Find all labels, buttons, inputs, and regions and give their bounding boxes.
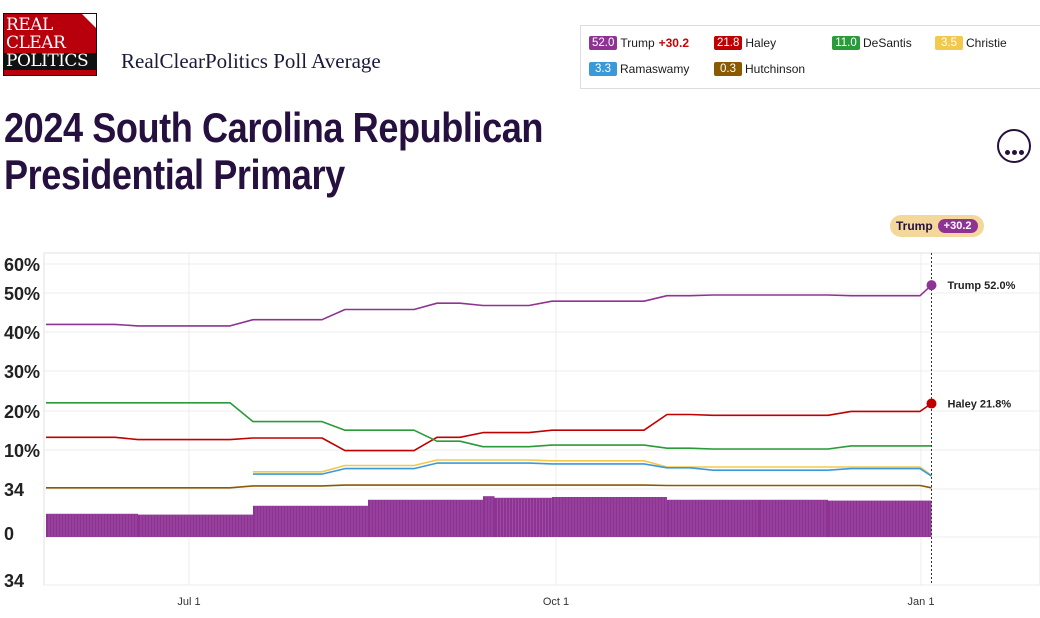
series-line-trump bbox=[46, 284, 933, 327]
legend-value: 11.0 bbox=[832, 36, 860, 50]
y-tick-label: 20% bbox=[4, 402, 40, 422]
x-tick-label: Jan 1 bbox=[908, 596, 935, 608]
volume-bar bbox=[253, 505, 368, 537]
dot bbox=[1019, 150, 1024, 155]
volume-bar bbox=[552, 497, 667, 537]
series-line-haley bbox=[46, 402, 932, 452]
logo-corner bbox=[82, 14, 96, 28]
legend-value: 21.8 bbox=[714, 36, 743, 50]
y-tick-label: 60% bbox=[4, 255, 40, 275]
volume-bar bbox=[667, 499, 759, 537]
y-tick-label: 34 bbox=[4, 480, 24, 500]
legend-value: 3.3 bbox=[589, 62, 617, 76]
legend-label: Haley bbox=[745, 36, 777, 50]
more-options-icon[interactable] bbox=[997, 129, 1031, 163]
volume-bar bbox=[138, 514, 253, 537]
series-line-hutchinson bbox=[46, 484, 932, 489]
legend-item-hutchinson[interactable]: 0.3 Hutchinson bbox=[714, 62, 805, 76]
dot bbox=[1012, 150, 1017, 155]
legend-label: Hutchinson bbox=[745, 62, 806, 76]
end-label-trump: Trump 52.0% bbox=[948, 280, 1016, 292]
legend-label: DeSantis bbox=[863, 36, 912, 50]
legend-spread: +30.2 bbox=[658, 36, 689, 50]
y-tick-label: 30% bbox=[4, 362, 40, 382]
legend-item-trump[interactable]: 52.0 Trump +30.2 bbox=[589, 36, 689, 50]
legend-item-desantis[interactable]: 11.0 DeSantis bbox=[832, 36, 912, 50]
series-line-ramaswamy bbox=[253, 462, 932, 477]
end-dot-haley bbox=[926, 398, 937, 409]
leader-name: Trump bbox=[896, 219, 933, 233]
x-tick-label: Jul 1 bbox=[177, 596, 200, 608]
end-dot-trump bbox=[926, 280, 937, 291]
leader-spread: +30.2 bbox=[937, 219, 978, 233]
volume-bar bbox=[494, 497, 552, 537]
legend-label: Ramaswamy bbox=[620, 62, 690, 76]
legend-item-haley[interactable]: 21.8 Haley bbox=[714, 36, 776, 50]
volume-bar bbox=[828, 500, 932, 537]
legend-value: 0.3 bbox=[714, 62, 742, 76]
series-line-desantis bbox=[46, 402, 932, 450]
legend-item-ramaswamy[interactable]: 3.3 Ramaswamy bbox=[589, 62, 689, 76]
page-title: 2024 South Carolina Republican President… bbox=[4, 104, 544, 198]
logo-word-real: REAL bbox=[6, 15, 53, 35]
series-line-christie bbox=[253, 459, 932, 476]
dot bbox=[1005, 150, 1010, 155]
legend-label: Trump bbox=[620, 36, 655, 50]
legend: 52.0 Trump +30.2 21.8 Haley 11.0 DeSanti… bbox=[580, 25, 1040, 89]
y-tick-label: 0 bbox=[4, 524, 14, 544]
y-tick-label: 50% bbox=[4, 284, 40, 304]
y-tick-label: 34 bbox=[4, 571, 24, 591]
site-subtitle: RealClearPolitics Poll Average bbox=[121, 49, 381, 73]
end-label-haley: Haley 21.8% bbox=[948, 399, 1012, 411]
volume-bar bbox=[368, 499, 483, 537]
leader-badge: Trump +30.2 bbox=[890, 215, 984, 237]
y-tick-label: 10% bbox=[4, 441, 40, 461]
legend-value: 3.5 bbox=[935, 36, 963, 50]
x-tick-label: Oct 1 bbox=[543, 596, 569, 608]
rcp-logo[interactable]: REAL CLEAR POLITICS bbox=[3, 13, 97, 76]
legend-value: 52.0 bbox=[589, 36, 618, 50]
y-tick-label: 40% bbox=[4, 323, 40, 343]
logo-word-clear: CLEAR bbox=[6, 33, 66, 53]
volume-bar bbox=[759, 499, 828, 537]
legend-label: Christie bbox=[966, 36, 1007, 50]
legend-item-christie[interactable]: 3.5 Christie bbox=[935, 36, 1007, 50]
logo-word-politics: POLITICS bbox=[4, 53, 96, 70]
